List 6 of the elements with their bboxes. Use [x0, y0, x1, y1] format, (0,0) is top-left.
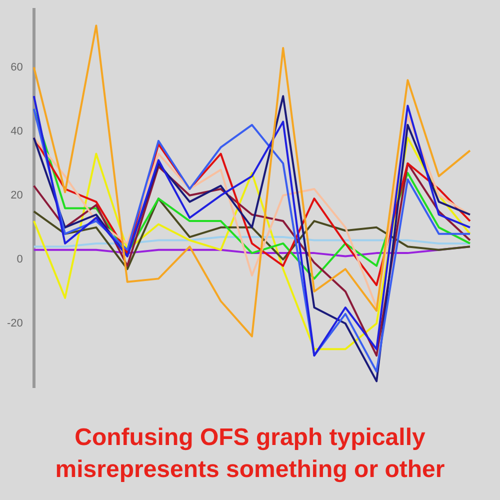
text: Confusing OFS graph typically misrepresents something or other — [54, 423, 446, 485]
y-tick-label: 40 — [10, 125, 23, 138]
y-tick-label: 60 — [10, 61, 23, 74]
y-tick-label: 20 — [10, 189, 23, 202]
y-tick-label: 0 — [16, 253, 23, 266]
y-tick-label: -20 — [6, 318, 23, 330]
